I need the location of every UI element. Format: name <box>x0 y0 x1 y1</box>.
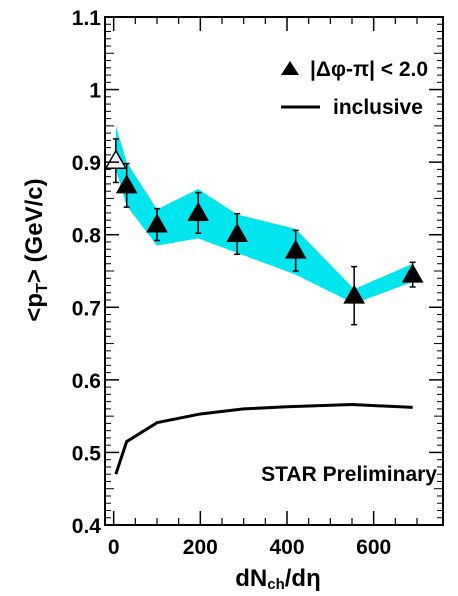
legend-triangle-marker <box>281 61 299 75</box>
y-tick-label: 0.8 <box>72 225 102 248</box>
y-tick-label: 0.9 <box>72 152 101 175</box>
data-points-layer <box>104 138 424 326</box>
data-point-7 <box>401 263 424 283</box>
y-axis-title: <pT> (GeV/c) <box>21 178 51 321</box>
data-point-4 <box>226 222 249 242</box>
x-tick-label: 400 <box>269 536 304 559</box>
y-tick-label: 1 <box>89 80 101 103</box>
star-preliminary-label: STAR Preliminary <box>261 463 437 486</box>
inclusive-line-layer <box>114 403 413 475</box>
x-tick-label: 200 <box>183 536 218 559</box>
data-point-3 <box>187 201 210 221</box>
x-tick-label: 600 <box>356 536 391 559</box>
data-point-1 <box>115 174 138 194</box>
plot-frame <box>104 16 444 526</box>
y-tick-label: 1.1 <box>72 7 102 30</box>
y-tick-label: 0.5 <box>72 442 102 465</box>
legend-label-triangle: |Δφ-π| < 2.0 <box>310 58 428 81</box>
y-tick-label: 0.7 <box>72 297 101 320</box>
legend-label-inclusive: inclusive <box>333 96 423 119</box>
ticks-layer: 0 200 400 600 0.4 0.5 0.6 0.7 0.8 0.9 1 1.1 <box>72 7 443 559</box>
inclusive-line <box>114 403 413 475</box>
y-tick-label: 0.6 <box>72 370 101 393</box>
x-axis-title: dNch/dη <box>235 565 321 593</box>
data-point-2 <box>146 213 168 233</box>
data-point-5 <box>284 239 307 259</box>
data-point-0 <box>104 149 128 169</box>
y-tick-label: 0.4 <box>72 515 102 538</box>
data-point-6 <box>343 284 366 304</box>
systematic-band <box>115 125 413 304</box>
x-tick-label: 0 <box>108 536 120 559</box>
systematic-band-layer <box>115 125 413 304</box>
legend: |Δφ-π| < 2.0 inclusive <box>281 58 428 119</box>
